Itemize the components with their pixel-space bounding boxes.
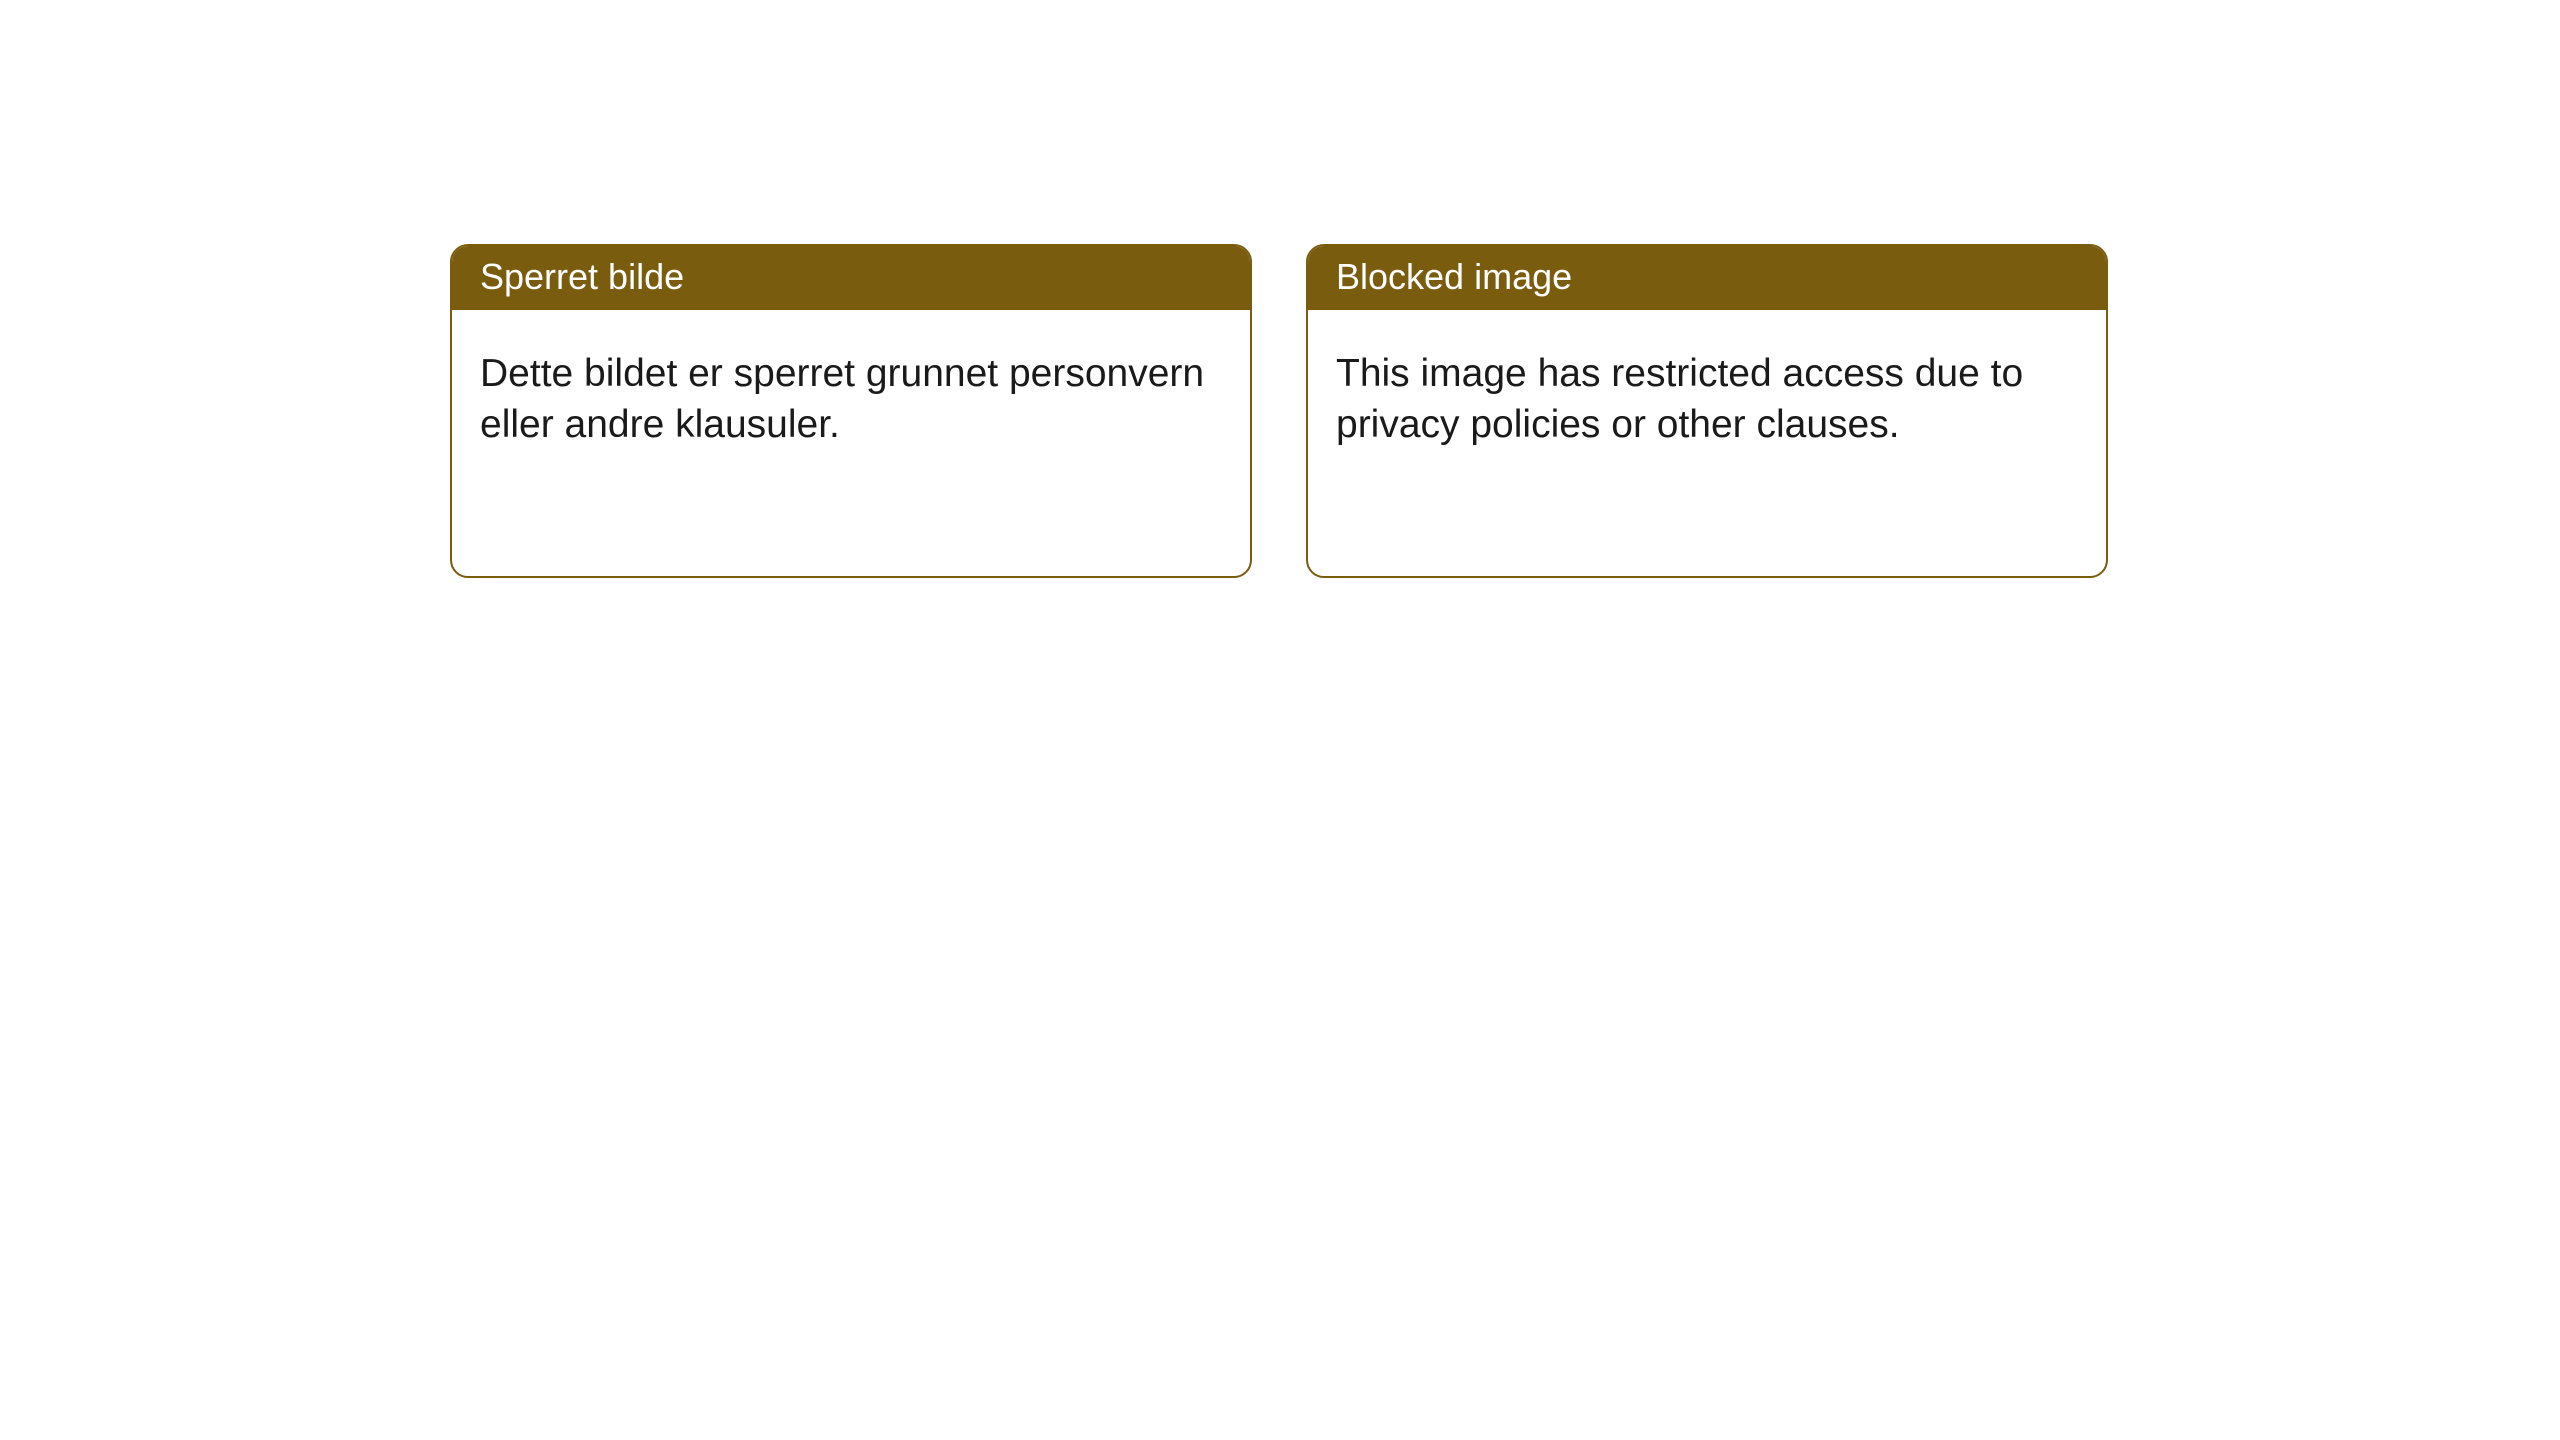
notice-body-text: Dette bildet er sperret grunnet personve… xyxy=(480,352,1204,446)
notice-card-header: Blocked image xyxy=(1308,246,2106,310)
notice-card-body: Dette bildet er sperret grunnet personve… xyxy=(452,310,1250,489)
notice-title: Sperret bilde xyxy=(480,256,684,297)
notice-card-no: Sperret bilde Dette bildet er sperret gr… xyxy=(450,244,1252,578)
notice-body-text: This image has restricted access due to … xyxy=(1336,352,2023,446)
notice-card-body: This image has restricted access due to … xyxy=(1308,310,2106,489)
notice-container: Sperret bilde Dette bildet er sperret gr… xyxy=(0,0,2560,578)
notice-card-header: Sperret bilde xyxy=(452,246,1250,310)
notice-card-en: Blocked image This image has restricted … xyxy=(1306,244,2108,578)
notice-title: Blocked image xyxy=(1336,256,1572,297)
